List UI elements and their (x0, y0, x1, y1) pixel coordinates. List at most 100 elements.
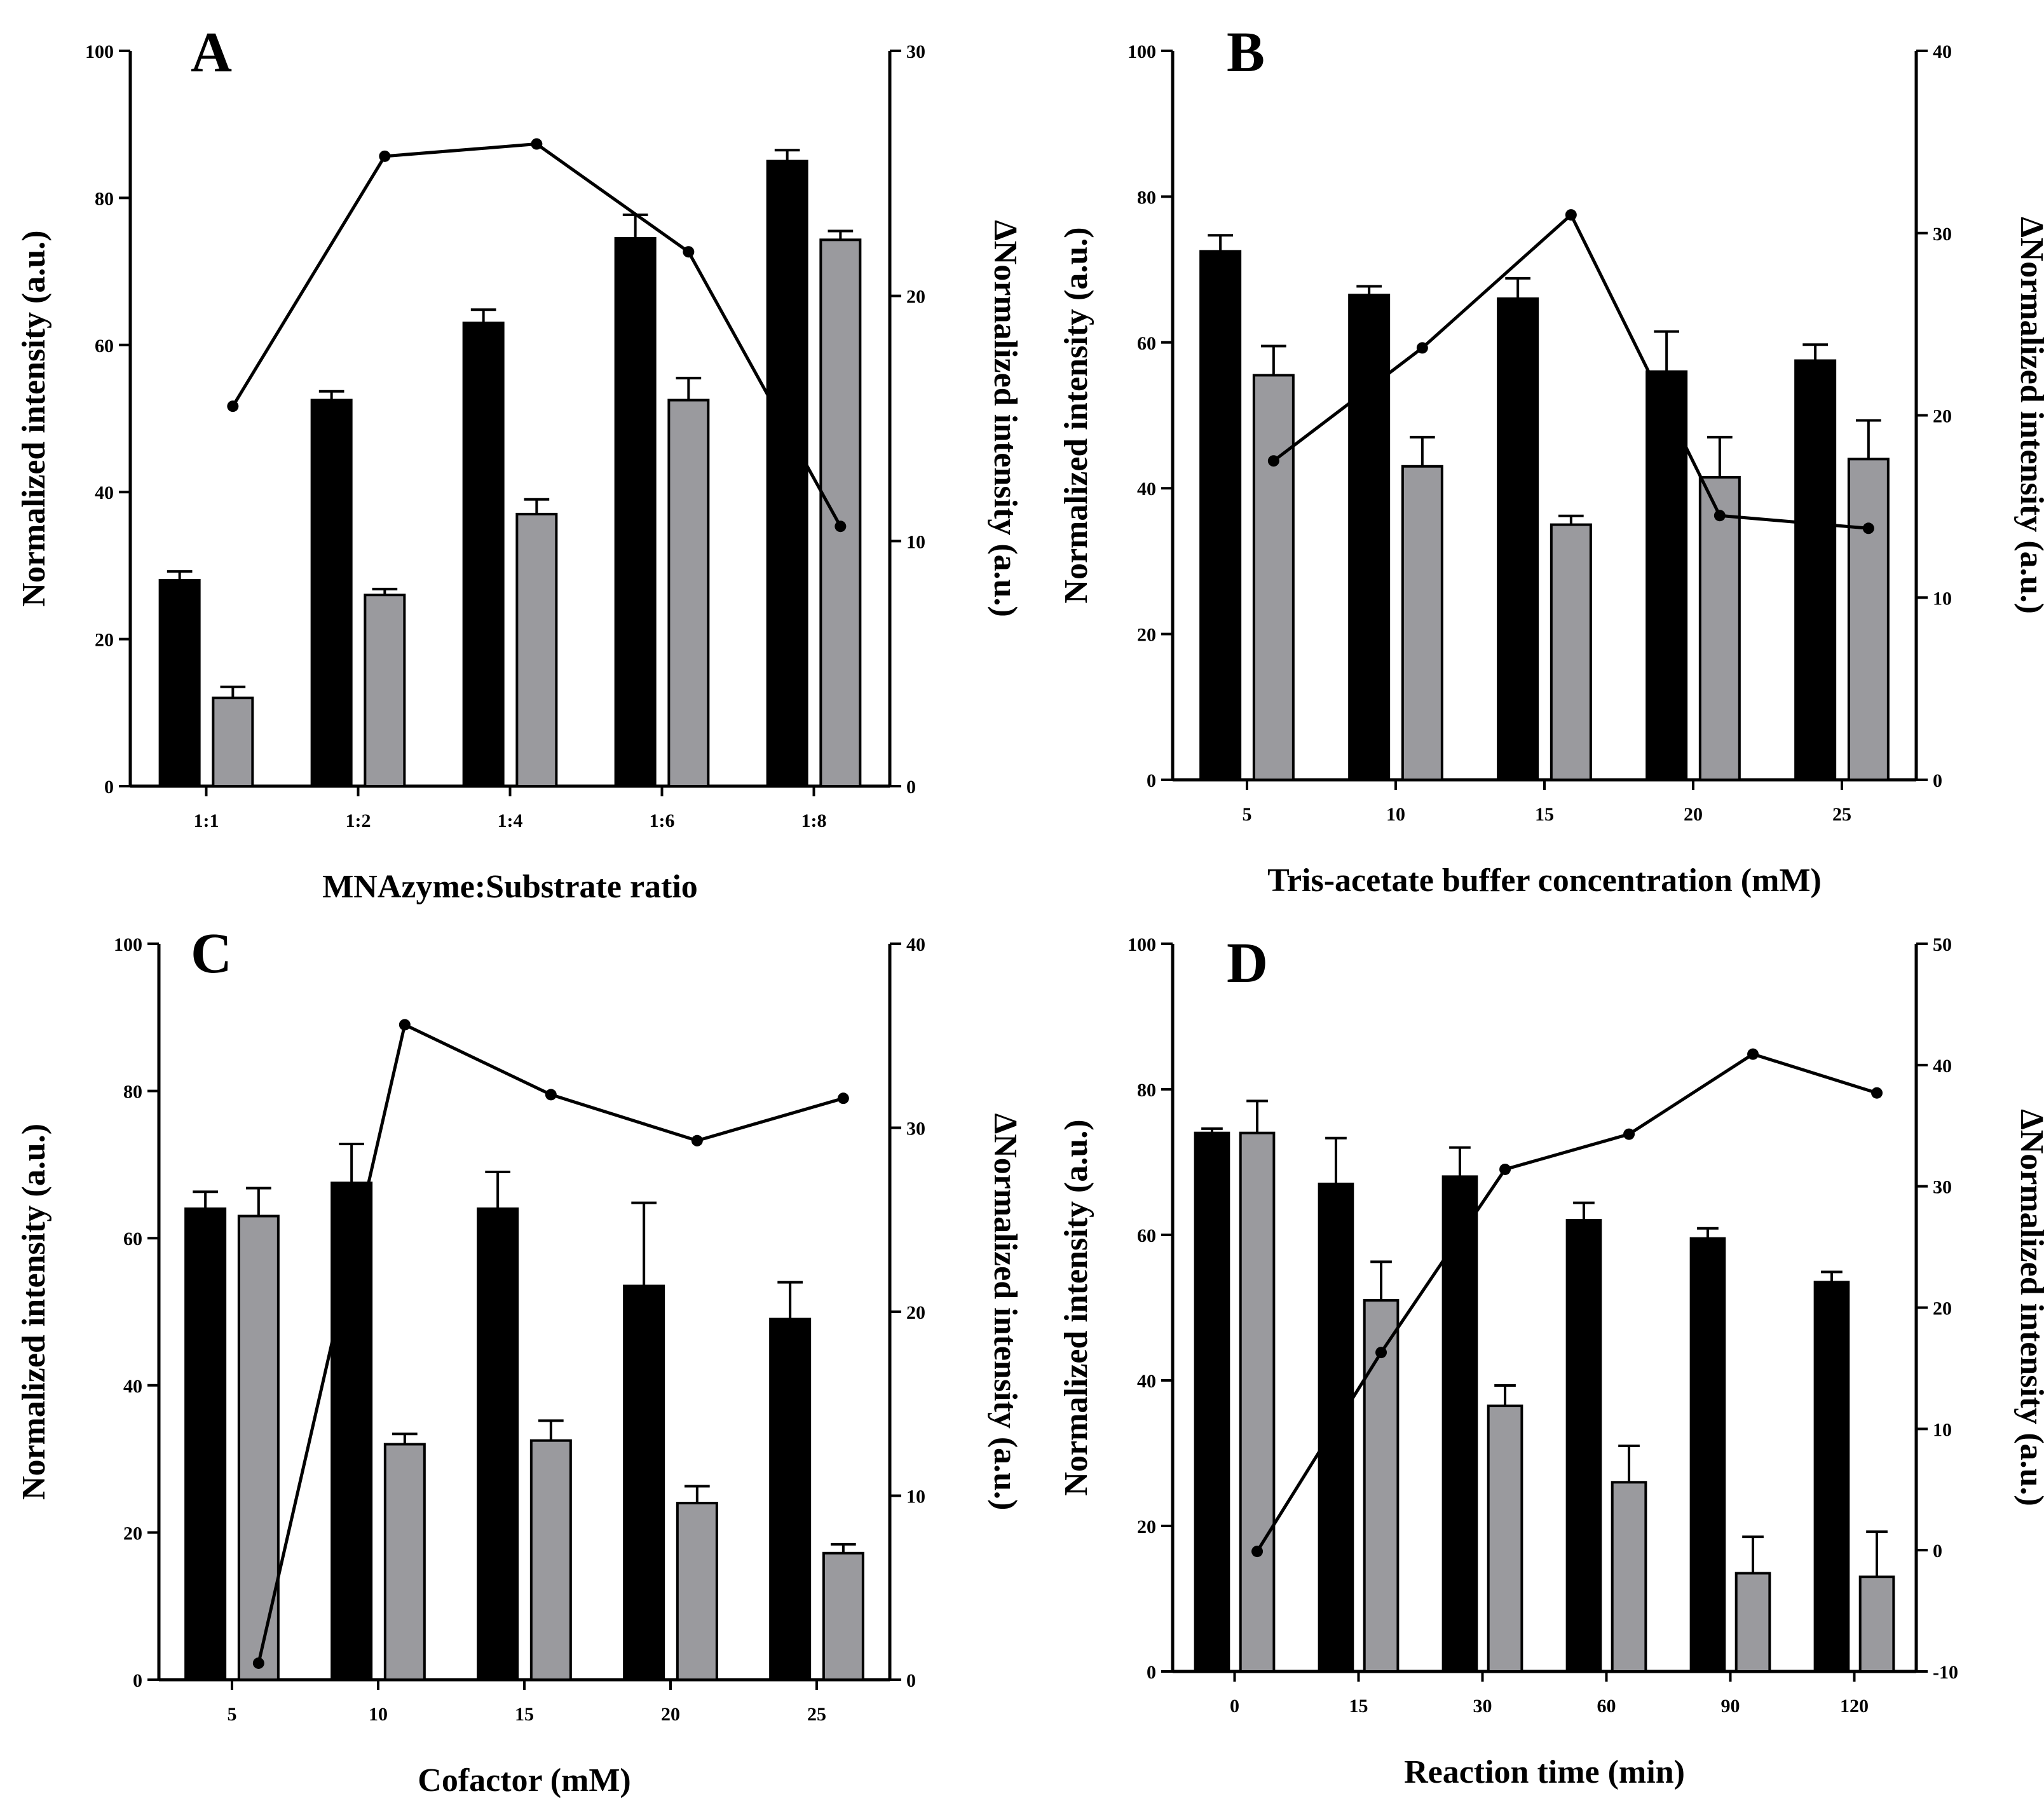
delta-point (1747, 1048, 1759, 1060)
y-tick-label-left: 80 (1137, 187, 1156, 208)
y-tick-label-right: 30 (1933, 224, 1952, 245)
bar-series-2 (1698, 475, 1741, 781)
delta-point (227, 400, 239, 412)
panel-letter: A (191, 21, 232, 84)
y-tick-label-left: 100 (1128, 934, 1156, 955)
delta-point (252, 1657, 264, 1669)
y-tick-label-right: 50 (1933, 934, 1952, 955)
y-tick-label-right: 20 (906, 287, 925, 308)
y-tick-label-right: 20 (906, 1302, 925, 1323)
bar-series-2 (529, 1439, 572, 1681)
bar-series-2 (237, 1215, 280, 1681)
bar-series-2 (1847, 458, 1890, 781)
delta-point (835, 521, 847, 533)
y-tick-label-left: 100 (1128, 41, 1156, 62)
bar-series-2 (1550, 523, 1592, 781)
panel-c: 0 20 40 60 80 100 0 10 20 30 40 5 10 15 20 25 C Cofactor … (16, 922, 1023, 1799)
bar-series-2 (1611, 1481, 1647, 1673)
x-tick-label: 25 (1832, 804, 1851, 825)
x-tick-label: 15 (515, 1704, 534, 1725)
x-tick-label: 90 (1721, 1696, 1740, 1717)
x-tick-label: 30 (1473, 1696, 1492, 1717)
bar-series-1 (614, 237, 657, 788)
bar-series-2 (667, 398, 710, 787)
y-tick-label-right: -10 (1933, 1662, 1958, 1683)
y-tick-label-left: 100 (85, 41, 114, 62)
x-tick-label: 5 (228, 1704, 237, 1725)
bar-series-1 (310, 398, 353, 787)
delta-point (1871, 1087, 1883, 1099)
y-tick-label-left: 80 (95, 188, 114, 209)
x-tick-label: 1:8 (801, 810, 827, 831)
bar-series-1 (330, 1181, 373, 1681)
bar-series-2 (212, 697, 254, 788)
x-tick-label: 120 (1840, 1696, 1869, 1717)
delta-point (399, 1019, 411, 1031)
bar-series-2 (1239, 1131, 1276, 1673)
y-tick-label-right: 40 (1933, 41, 1952, 62)
y-tick-label-right: 0 (906, 777, 916, 798)
y-tick-label-left: 40 (123, 1376, 142, 1397)
x-tick-label: 60 (1597, 1696, 1616, 1717)
panel-a: 0 20 40 60 80 100 0 10 20 30 1:1 1:2 1:4 1:6 1:8 A MNAzy… (16, 21, 1023, 905)
y-tick-label-left: 60 (95, 336, 114, 357)
delta-point (1499, 1163, 1511, 1175)
bar-series-2 (676, 1502, 718, 1682)
delta-point (691, 1134, 703, 1147)
delta-point (531, 138, 543, 150)
delta-point (1714, 510, 1726, 522)
delta-point (1565, 209, 1577, 221)
y-tick-label-right: 30 (906, 41, 925, 62)
bar-series-1 (477, 1207, 519, 1681)
x-tick-label: 20 (1684, 804, 1703, 825)
x-tick-label: 1:4 (498, 810, 523, 831)
y-axis-title-left: Normalized intensity (a.u.) (16, 230, 52, 606)
bar-series-1 (1565, 1219, 1602, 1673)
y-axis-title-right: ΔNormalized intensity (a.u.) (987, 1113, 1023, 1511)
bar-series-1 (1199, 250, 1242, 781)
bar-series-2 (383, 1443, 426, 1681)
y-tick-label-left: 0 (133, 1670, 142, 1691)
y-tick-label-left: 60 (123, 1228, 142, 1249)
delta-point (545, 1089, 557, 1101)
y-tick-label-left: 20 (1137, 1516, 1156, 1537)
y-tick-label-left: 0 (1147, 1662, 1156, 1683)
delta-point (1375, 1347, 1387, 1359)
x-tick-label: 10 (1386, 804, 1405, 825)
x-tick-label: 0 (1230, 1696, 1239, 1717)
y-tick-label-left: 100 (114, 934, 142, 955)
y-tick-label-right: 0 (906, 1670, 916, 1691)
delta-point (1251, 1546, 1264, 1558)
x-tick-label: 15 (1349, 1696, 1368, 1717)
bar-series-1 (462, 322, 505, 787)
x-axis-title: Tris-acetate buffer concentration (mM) (1267, 862, 1822, 899)
bar-series-1 (1794, 359, 1837, 781)
delta-line (1255, 1052, 1877, 1553)
x-axis-title: Reaction time (min) (1404, 1754, 1685, 1790)
y-tick-label-right: 40 (906, 934, 925, 955)
y-tick-label-left: 20 (1137, 625, 1156, 646)
y-tick-label-right: 0 (1933, 770, 1942, 791)
y-tick-label-left: 40 (95, 482, 114, 503)
panel-d: 0 20 40 60 80 100 -10 0 10 20 30 40 50 0 15 30 60 90 120 D R… (1058, 932, 2044, 1790)
y-tick-label-right: 0 (1933, 1541, 1942, 1562)
bar-series-1 (1645, 370, 1688, 781)
delta-point (1416, 342, 1428, 354)
y-tick-label-right: 30 (906, 1119, 925, 1140)
x-axis-title: MNAzyme:Substrate ratio (322, 869, 698, 905)
y-tick-label-right: 20 (1933, 406, 1952, 427)
x-tick-label: 25 (807, 1704, 826, 1725)
bar-series-2 (1487, 1405, 1523, 1673)
panel-letter: D (1227, 932, 1268, 995)
y-tick-label-right: 20 (1933, 1298, 1952, 1319)
bar-series-2 (1734, 1572, 1771, 1673)
y-tick-label-left: 60 (1137, 1225, 1156, 1246)
delta-point (1623, 1128, 1635, 1140)
y-tick-label-right: 30 (1933, 1177, 1952, 1198)
y-tick-label-left: 0 (1147, 770, 1156, 791)
y-axis-title-right: ΔNormalized intensity (a.u.) (2013, 217, 2044, 614)
y-tick-label-left: 0 (104, 777, 114, 798)
bar-series-1 (1441, 1175, 1478, 1673)
bar-series-2 (364, 594, 406, 787)
